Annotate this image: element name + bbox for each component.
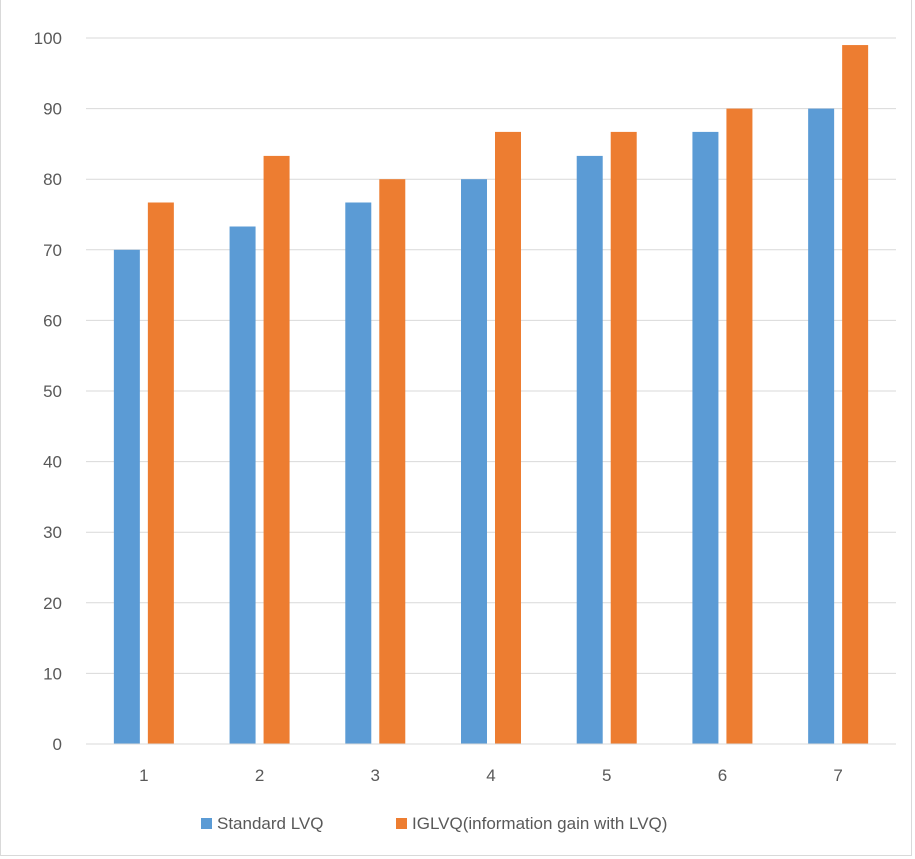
- y-tick-label: 100: [34, 29, 62, 48]
- bar-iglvq-1: [147, 202, 174, 745]
- x-tick-label: 6: [718, 766, 727, 785]
- legend-swatch-standard-lvq: [201, 818, 212, 829]
- y-tick-label: 50: [43, 382, 62, 401]
- bar-iglvq-5: [610, 131, 637, 744]
- gridlines: [86, 37, 896, 674]
- y-tick-label: 40: [43, 453, 62, 472]
- bar-standard-lvq-6: [692, 131, 719, 744]
- x-tick-label: 5: [602, 766, 611, 785]
- legend: Standard LVQ IGLVQ(information gain with …: [201, 814, 667, 833]
- bar-iglvq-6: [726, 108, 753, 745]
- legend-label-iglvq: IGLVQ(information gain with LVQ): [412, 814, 667, 833]
- y-tick-label: 0: [53, 735, 62, 754]
- legend-label-standard-lvq: Standard LVQ: [217, 814, 323, 833]
- legend-swatch-iglvq: [396, 818, 407, 829]
- bar-iglvq-2: [263, 155, 290, 745]
- y-tick-label: 10: [43, 664, 62, 683]
- y-tick-label: 20: [43, 594, 62, 613]
- bars: [113, 45, 869, 745]
- x-tick-label: 4: [486, 766, 495, 785]
- bar-standard-lvq-5: [576, 155, 603, 745]
- x-axis-ticks: 1 2 3 4 5 6 7: [139, 766, 843, 785]
- x-tick-label: 2: [255, 766, 264, 785]
- y-tick-label: 70: [43, 241, 62, 260]
- x-tick-label: 7: [833, 766, 842, 785]
- bar-iglvq-3: [379, 179, 406, 744]
- y-tick-label: 30: [43, 523, 62, 542]
- y-axis-ticks: 0 10 20 30 40 50 60 70 80 90 100: [34, 29, 62, 754]
- bar-iglvq-7: [842, 45, 869, 745]
- bar-standard-lvq-4: [461, 179, 487, 744]
- y-tick-label: 80: [43, 170, 62, 189]
- bar-iglvq-4: [495, 131, 521, 744]
- bar-standard-lvq-7: [808, 108, 835, 745]
- y-tick-label: 60: [43, 311, 62, 330]
- x-tick-label: 1: [139, 766, 148, 785]
- bar-standard-lvq-1: [113, 249, 140, 745]
- x-tick-label: 3: [371, 766, 380, 785]
- bar-standard-lvq-3: [345, 202, 372, 745]
- y-tick-label: 90: [43, 100, 62, 119]
- bar-standard-lvq-2: [229, 226, 256, 744]
